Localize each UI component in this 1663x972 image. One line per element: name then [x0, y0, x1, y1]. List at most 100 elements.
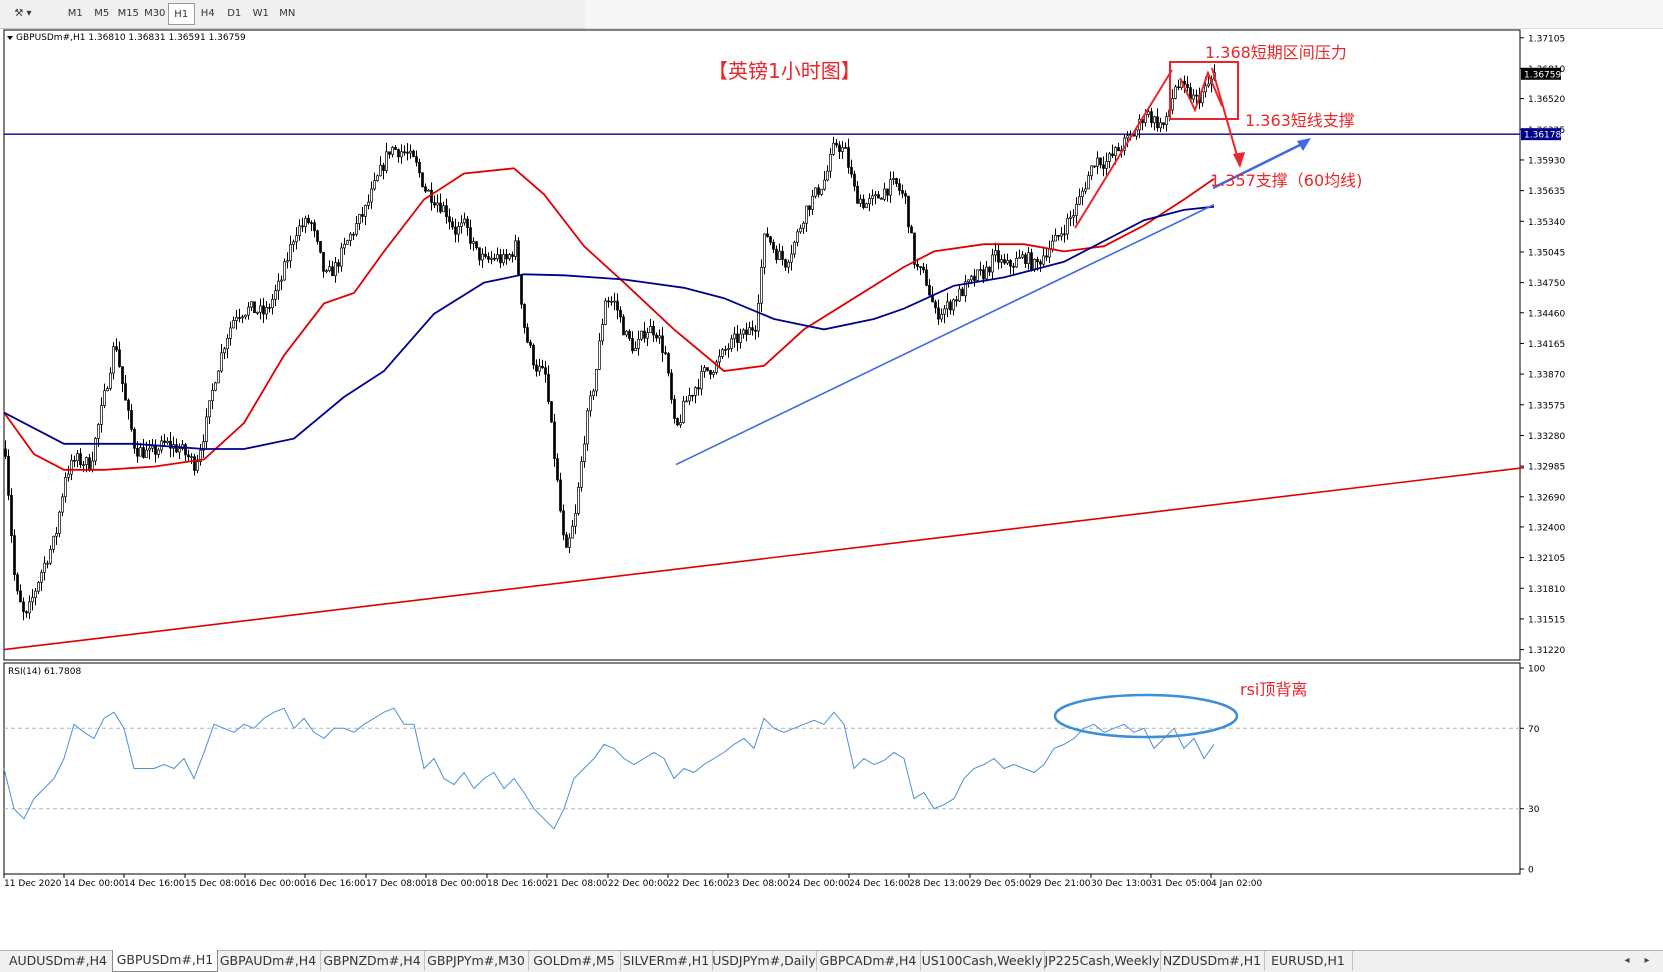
- candle-body: [523, 303, 526, 328]
- chart-tab[interactable]: USDJPYm#,Daily: [712, 951, 817, 971]
- candle-body: [271, 298, 274, 309]
- chart-tab[interactable]: GBPUSDm#,H1: [112, 950, 218, 972]
- down-arrow-line: [1211, 67, 1241, 167]
- chart-tab[interactable]: GBPJPYm#,M30: [424, 951, 529, 971]
- candle-body: [865, 203, 868, 208]
- chart-tools-icon[interactable]: ⚒ ▾: [14, 8, 32, 19]
- candle-body: [373, 180, 376, 190]
- candle-body: [229, 327, 232, 339]
- candle-body: [742, 329, 745, 335]
- timeframe-button-w1[interactable]: W1: [252, 8, 269, 19]
- candle-body: [985, 266, 988, 280]
- candle-body: [1186, 83, 1189, 88]
- candle-body: [547, 374, 550, 402]
- resistance-box[interactable]: [1169, 61, 1239, 120]
- candle-body: [454, 226, 457, 235]
- candle-body: [154, 445, 157, 455]
- symbol-info: GBPUSDm#,H1 1.36810 1.36831 1.36591 1.36…: [16, 33, 246, 43]
- tab-scroll-left-icon[interactable]: ◂: [1624, 955, 1630, 966]
- candle-body: [1108, 153, 1111, 162]
- timeframe-button-d1[interactable]: D1: [227, 8, 242, 19]
- timeframe-button-mn[interactable]: MN: [279, 8, 296, 19]
- candle-body: [304, 217, 307, 227]
- y-tick-label: 1.35635: [1528, 187, 1565, 197]
- candle-body: [535, 364, 538, 372]
- candle-body: [1051, 240, 1054, 250]
- candle-body: [406, 151, 409, 154]
- candle-body: [541, 365, 544, 369]
- candle-body: [790, 253, 793, 263]
- annotation-title: 【英镑1小时图】: [708, 59, 861, 83]
- candle-body: [829, 154, 832, 172]
- candle-body: [850, 167, 853, 175]
- candle-body: [520, 274, 523, 305]
- candle-body: [919, 266, 922, 268]
- candle-body: [661, 335, 664, 353]
- candle-body: [88, 457, 91, 471]
- candle-body: [346, 240, 349, 245]
- candle-body: [436, 202, 439, 206]
- timeframe-button-m30[interactable]: M30: [144, 8, 166, 19]
- candle-body: [892, 178, 895, 181]
- chart-tab[interactable]: GBPAUDm#,H4: [216, 951, 321, 971]
- candle-body: [898, 183, 901, 191]
- chart-tab-bar: AUDUSDm#,H4 GBPUSDm#,H1 GBPAUDm#,H4 GBPNZDm…: [0, 950, 1663, 972]
- candle-body: [217, 370, 220, 384]
- candle-body: [1150, 111, 1153, 124]
- timeframe-button-m15[interactable]: M15: [117, 8, 139, 19]
- candle-body: [691, 394, 694, 397]
- price-panel[interactable]: [3, 29, 1521, 661]
- current-price-label: 1.36759: [1524, 70, 1561, 80]
- candle-body: [4, 448, 7, 457]
- chart-tab[interactable]: AUDUSDm#,H4: [4, 951, 113, 971]
- candle-body: [1057, 235, 1060, 237]
- rsi-divergence-ellipse: [1053, 693, 1239, 739]
- chart-tab[interactable]: SILVERm#,H1: [620, 951, 713, 971]
- candle-body: [178, 448, 181, 453]
- timeframe-button-h4[interactable]: H4: [200, 8, 215, 19]
- candle-body: [994, 250, 997, 256]
- candle-body: [556, 458, 559, 481]
- chart-tab[interactable]: NZDUSDm#,H1: [1160, 951, 1265, 971]
- x-tick-label: 22 Dec 00:00: [608, 879, 669, 889]
- x-tick-label: 22 Dec 16:00: [668, 879, 729, 889]
- y-tick-label: 1.34165: [1528, 340, 1565, 350]
- candle-body: [1045, 255, 1048, 258]
- candle-body: [697, 387, 700, 390]
- red-trendline[interactable]: [3, 466, 1525, 651]
- candle-body: [721, 349, 724, 357]
- candle-body: [226, 337, 229, 350]
- candle-body: [1153, 116, 1156, 124]
- candle-body: [901, 190, 904, 194]
- candle-body: [361, 213, 364, 217]
- candle-body: [499, 254, 502, 264]
- chart-tab[interactable]: JP225Cash,Weekly: [1044, 951, 1161, 971]
- timeframe-button-m5[interactable]: M5: [94, 8, 110, 19]
- chart-tab[interactable]: GBPNZDm#,H4: [320, 951, 425, 971]
- candle-body: [157, 449, 160, 455]
- candle-body: [220, 352, 223, 372]
- timeframe-button-m1[interactable]: M1: [67, 8, 83, 19]
- blue-trendline[interactable]: [675, 203, 1215, 466]
- rsi-tick-label: 70: [1528, 725, 1540, 735]
- rsi-panel[interactable]: [3, 662, 1521, 875]
- ma-red-line: [3, 167, 1215, 471]
- candle-body: [907, 195, 910, 228]
- candle-body: [757, 302, 760, 332]
- candle-body: [877, 194, 880, 199]
- rsi-line: [3, 707, 1215, 830]
- candle-body: [1072, 215, 1075, 218]
- candle-body: [124, 383, 127, 401]
- chart-tab[interactable]: GOLDm#,M5: [528, 951, 621, 971]
- candle-body: [97, 424, 100, 439]
- timeframe-button-h1[interactable]: H1: [168, 3, 195, 25]
- symbol-collapse-icon[interactable]: [7, 36, 13, 40]
- candle-body: [424, 186, 427, 192]
- chart-tab[interactable]: EURUSD,H1: [1264, 951, 1353, 971]
- candle-body: [583, 443, 586, 462]
- tab-scroll-right-icon[interactable]: ▸: [1644, 955, 1650, 966]
- chart-area[interactable]: 1.371051.368101.365201.362251.359301.356…: [0, 28, 1663, 950]
- chart-tab[interactable]: US100Cash,Weekly: [920, 951, 1045, 971]
- candle-body: [652, 326, 655, 336]
- chart-tab[interactable]: GBPCADm#,H4: [816, 951, 921, 971]
